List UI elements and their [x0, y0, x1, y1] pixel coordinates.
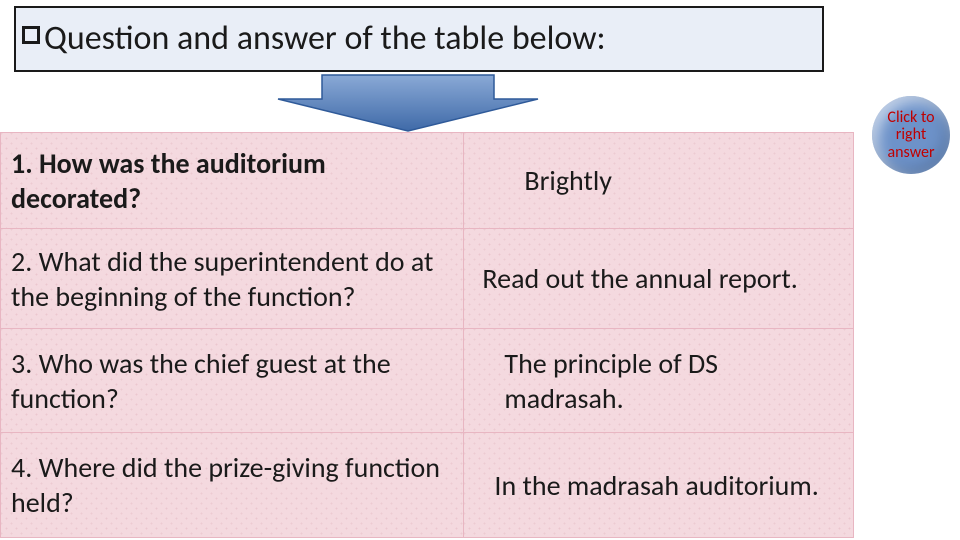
answer-cell: Brightly	[464, 133, 854, 229]
qa-table-body: 1. How was the auditorium decorated? Brig…	[1, 133, 854, 538]
down-arrow-icon	[276, 73, 540, 133]
question-cell: 1. How was the auditorium decorated?	[1, 133, 464, 229]
question-cell: 3. Who was the chief guest at the functi…	[1, 329, 464, 433]
question-cell: 4. Where did the prize-giving function h…	[1, 433, 464, 538]
answer-text: Brightly	[524, 163, 612, 198]
question-text: 2. What did the superintendent do at the…	[11, 244, 433, 314]
title-text: Question and answer of the table below:	[44, 18, 606, 59]
square-bullet-icon	[22, 26, 40, 44]
question-cell: 2. What did the superintendent do at the…	[1, 229, 464, 329]
answer-cell: The principle of DS madrasah.	[464, 329, 854, 433]
answer-cell: Read out the annual report.	[464, 229, 854, 329]
title-box: Question and answer of the table below:	[14, 6, 824, 72]
qa-table: 1. How was the auditorium decorated? Brig…	[0, 132, 854, 538]
answer-text: Read out the annual report.	[482, 261, 797, 296]
answer-text: The principle of DS madrasah.	[504, 346, 718, 416]
question-text: 1. How was the auditorium decorated?	[11, 146, 326, 216]
click-to-right-answer-badge[interactable]: Click to right answer	[872, 96, 950, 174]
badge-text: Click to right answer	[872, 109, 950, 162]
table-row: 3. Who was the chief guest at the functi…	[1, 329, 854, 433]
table-row: 1. How was the auditorium decorated? Brig…	[1, 133, 854, 229]
question-text: 3. Who was the chief guest at the functi…	[11, 346, 391, 416]
title-text-wrap: Question and answer of the table below:	[16, 8, 822, 69]
answer-text: In the madrasah auditorium.	[494, 468, 818, 503]
question-text: 4. Where did the prize-giving function h…	[11, 450, 440, 520]
table-row: 4. Where did the prize-giving function h…	[1, 433, 854, 538]
answer-cell: In the madrasah auditorium.	[464, 433, 854, 538]
table-row: 2. What did the superintendent do at the…	[1, 229, 854, 329]
